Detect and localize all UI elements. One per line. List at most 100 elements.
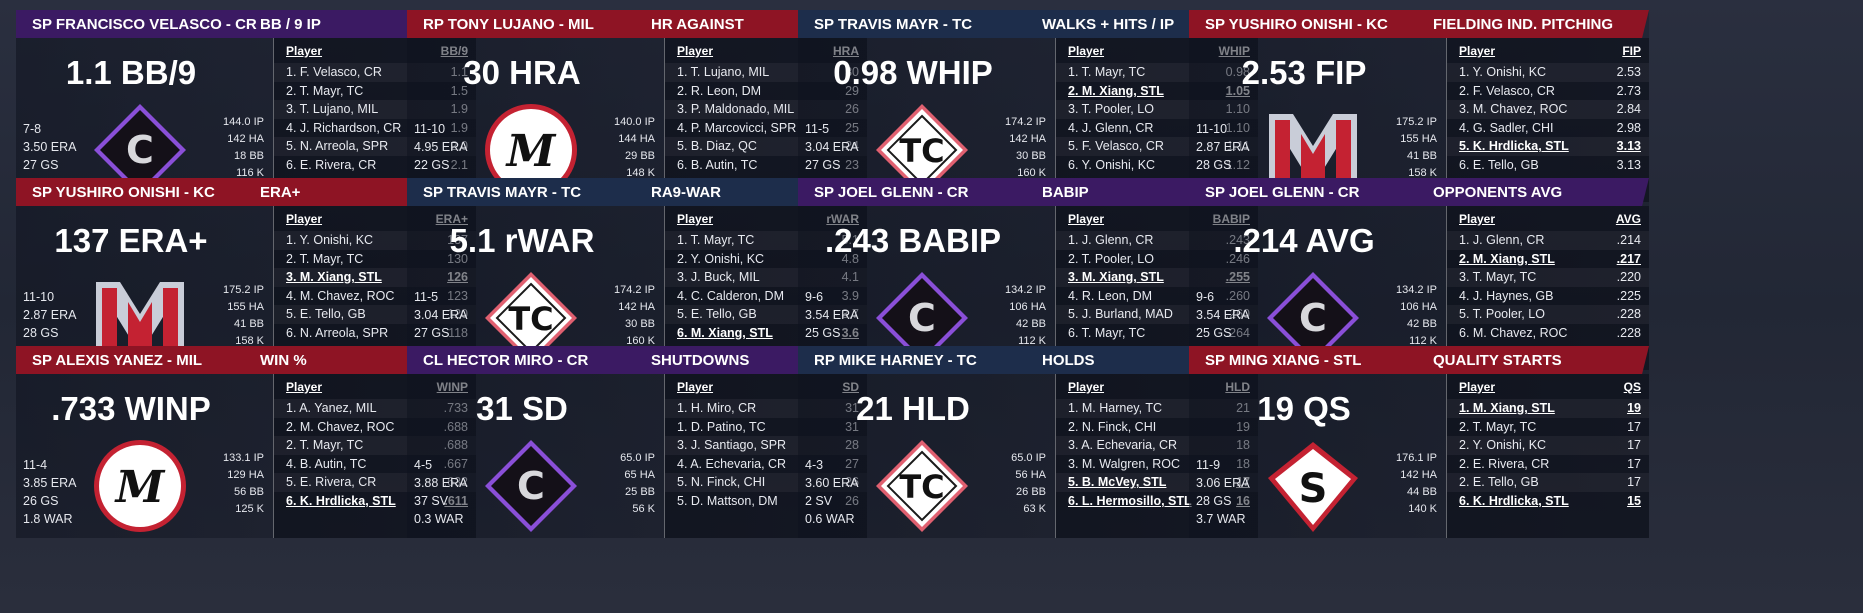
record-era: 3.54 ERA	[805, 308, 859, 322]
leaderboard-table: Player QS 1. M. Xiang, STL 19 2. T. Mayr, …	[1446, 374, 1649, 538]
column-player[interactable]: Player	[1459, 380, 1496, 394]
card-header: SP JOEL GLENN - CR BABIP	[798, 178, 1258, 206]
record-wl: 4-3	[805, 458, 824, 472]
record-era: 3.04 ERA	[414, 308, 468, 322]
record-wl: 11-5	[414, 290, 439, 304]
column-player[interactable]: Player	[677, 380, 714, 394]
circle-m-logo-icon: M	[481, 100, 581, 200]
table-row[interactable]: 5. T. Pooler, LO .228	[1447, 305, 1649, 324]
stat-category: FIELDING IND. PITCHING	[1433, 15, 1613, 33]
leader-panel: 2.53 FIP 11-10 2.87 ERA 28 GS 5.8 WAR 17…	[1189, 38, 1439, 202]
row-player-name: 2. M. Chavez, ROC	[286, 419, 395, 434]
m-letter-logo-icon	[90, 268, 190, 368]
column-stat[interactable]: FIP	[1622, 44, 1641, 58]
row-player-name: 4. P. Marcovicci, SPR	[677, 120, 797, 135]
record-era: 3.85 ERA	[23, 476, 77, 490]
table-row[interactable]: 2. F. Velasco, CR 2.73	[1447, 82, 1649, 101]
leaderboard-table: Player AVG 1. J. Glenn, CR .214 2. M. Xian…	[1446, 206, 1649, 370]
column-player[interactable]: Player	[286, 212, 323, 226]
column-player[interactable]: Player	[286, 380, 323, 394]
row-player-name: 1. J. Glenn, CR	[1459, 233, 1545, 248]
record-games: 37 SV	[414, 494, 449, 508]
row-stat-value: 2.98	[1616, 120, 1641, 135]
row-player-name: 6. E. Tello, GB	[1459, 157, 1539, 172]
row-player-name: 3. M. Xiang, STL	[286, 270, 382, 285]
column-player[interactable]: Player	[286, 44, 323, 58]
card-header: SP TRAVIS MAYR - TC WALKS + HITS / IP	[798, 10, 1258, 38]
record-era: 3.04 ERA	[805, 140, 859, 154]
diamond-c-logo-icon: C	[481, 436, 581, 536]
table-row[interactable]: 1. Y. Onishi, KC 2.53	[1447, 63, 1649, 82]
season-k: 158 K	[235, 335, 264, 347]
row-player-name: 5. N. Finck, CHI	[677, 475, 766, 490]
card-header: RP MIKE HARNEY - TC HOLDS	[798, 346, 1258, 374]
row-stat-value: 3.13	[1616, 157, 1641, 172]
row-player-name: 5. B. Diaz, QC	[677, 139, 757, 154]
row-player-name: 1. A. Yanez, MIL	[286, 401, 377, 416]
table-row[interactable]: 1. M. Xiang, STL 19	[1447, 399, 1649, 418]
row-player-name: 4. J. Glenn, CR	[1068, 120, 1154, 135]
leaderboard-table: Player FIP 1. Y. Onishi, KC 2.53 2. F. Vel…	[1446, 38, 1649, 202]
table-row[interactable]: 4. G. Sadler, CHI 2.98	[1447, 119, 1649, 138]
row-player-name: 2. M. Xiang, STL	[1068, 83, 1164, 98]
record-wl: 9-6	[805, 290, 824, 304]
column-player[interactable]: Player	[1068, 212, 1105, 226]
column-player[interactable]: Player	[677, 44, 714, 58]
table-row[interactable]: 4. J. Haynes, GB .225	[1447, 287, 1649, 306]
table-row[interactable]: 2. E. Tello, GB 17	[1447, 473, 1649, 492]
season-line: 134.2 IP 106 HA 42 BB 112 K	[1396, 282, 1437, 350]
row-player-name: 2. T. Mayr, TC	[286, 251, 364, 266]
row-stat-value: 3.13	[1616, 139, 1641, 154]
column-stat[interactable]: QS	[1623, 380, 1641, 394]
season-ha: 144 HA	[618, 133, 655, 145]
column-player[interactable]: Player	[1068, 44, 1105, 58]
table-row[interactable]: 1. J. Glenn, CR .214	[1447, 231, 1649, 250]
table-row[interactable]: 2. Y. Onishi, KC 17	[1447, 436, 1649, 455]
record-games: 25 GS	[805, 326, 841, 340]
stat-category: BB / 9 IP	[260, 15, 321, 33]
season-ip: 174.2 IP	[1005, 116, 1046, 128]
row-stat-value: 17	[1627, 419, 1641, 434]
row-player-name: 4. A. Echevaria, CR	[677, 456, 787, 471]
diamond-s-logo-icon: S	[1263, 436, 1363, 536]
season-line: 176.1 IP 142 HA 44 BB 140 K	[1396, 450, 1437, 518]
table-row[interactable]: 5. K. Hrdlicka, STL 3.13	[1447, 137, 1649, 156]
stat-category: ERA+	[260, 183, 301, 201]
row-stat-value: .225	[1616, 288, 1641, 303]
row-player-name: 1. M. Xiang, STL	[1459, 401, 1555, 416]
table-row[interactable]: 6. E. Tello, GB 3.13	[1447, 156, 1649, 175]
row-player-name: 6. T. Mayr, TC	[1068, 325, 1146, 340]
svg-text:S: S	[1299, 466, 1328, 512]
record-wl: 9-6	[1196, 290, 1215, 304]
table-row[interactable]: 3. T. Mayr, TC .220	[1447, 268, 1649, 287]
table-row[interactable]: 6. M. Chavez, ROC .228	[1447, 324, 1649, 343]
row-player-name: 2. Y. Onishi, KC	[1459, 438, 1547, 453]
season-ha: 56 HA	[1015, 469, 1046, 481]
column-player[interactable]: Player	[1068, 380, 1105, 394]
column-stat[interactable]: AVG	[1615, 212, 1641, 226]
table-row[interactable]: 2. M. Xiang, STL .217	[1447, 250, 1649, 269]
card-header: SP JOEL GLENN - CR OPPONENTS AVG	[1189, 178, 1649, 206]
table-row[interactable]: 2. E. Rivera, CR 17	[1447, 455, 1649, 474]
leader-stat-value: 21 HLD	[856, 390, 970, 427]
row-player-name: 2. F. Velasco, CR	[1459, 83, 1555, 98]
season-bb: 42 BB	[1016, 318, 1046, 330]
record-era: 2.87 ERA	[1196, 140, 1250, 154]
column-player[interactable]: Player	[1459, 44, 1496, 58]
column-player[interactable]: Player	[1459, 212, 1496, 226]
diamond-c-logo-icon: C	[1263, 268, 1363, 368]
table-row[interactable]: 6. K. Hrdlicka, STL 15	[1447, 492, 1649, 511]
leader-record: 4-3 3.60 ERA 2 SV 0.6 WAR	[805, 456, 859, 528]
record-war: 0.3 WAR	[414, 512, 464, 526]
table-row[interactable]: 2. T. Mayr, TC 17	[1447, 418, 1649, 437]
leader-card-4: SP YUSHIRO ONISHI - KC FIELDING IND. PIT…	[1189, 10, 1649, 202]
row-player-name: 2. E. Tello, GB	[1459, 475, 1539, 490]
leader-panel: 31 SD 4-5 3.88 ERA 37 SV 0.3 WAR C 65.0 …	[407, 374, 657, 538]
table-row[interactable]: 3. M. Chavez, ROC 2.84	[1447, 100, 1649, 119]
card-header: SP YUSHIRO ONISHI - KC ERA+	[16, 178, 476, 206]
season-k: 140 K	[1408, 503, 1437, 515]
leader-panel: 21 HLD 4-3 3.60 ERA 2 SV 0.6 WAR TC 65.0…	[798, 374, 1048, 538]
season-ip: 134.2 IP	[1396, 284, 1437, 296]
row-player-name: 3. M. Xiang, STL	[1068, 270, 1164, 285]
column-player[interactable]: Player	[677, 212, 714, 226]
